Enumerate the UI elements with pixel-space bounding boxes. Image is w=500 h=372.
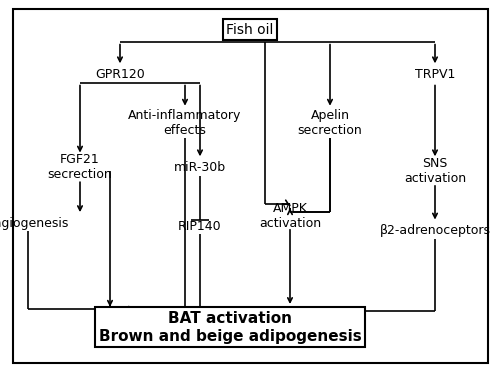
Text: GPR120: GPR120 bbox=[95, 68, 145, 81]
Text: miR-30b: miR-30b bbox=[174, 161, 226, 174]
Text: Apelin
secrection: Apelin secrection bbox=[298, 109, 362, 137]
Text: RIP140: RIP140 bbox=[178, 221, 222, 233]
Text: AMPK
activation: AMPK activation bbox=[259, 202, 321, 230]
Text: BAT activation
Brown and beige adipogenesis: BAT activation Brown and beige adipogene… bbox=[98, 311, 362, 344]
Text: FGF21
secrection: FGF21 secrection bbox=[48, 153, 112, 182]
Text: Anti-inflammatory
effects: Anti-inflammatory effects bbox=[128, 109, 242, 137]
Text: Angiogenesis: Angiogenesis bbox=[0, 217, 69, 230]
Text: SNS
activation: SNS activation bbox=[404, 157, 466, 185]
Text: TRPV1: TRPV1 bbox=[415, 68, 455, 81]
Text: Fish oil: Fish oil bbox=[226, 23, 274, 37]
Text: β2-adrenoceptors: β2-adrenoceptors bbox=[380, 224, 490, 237]
